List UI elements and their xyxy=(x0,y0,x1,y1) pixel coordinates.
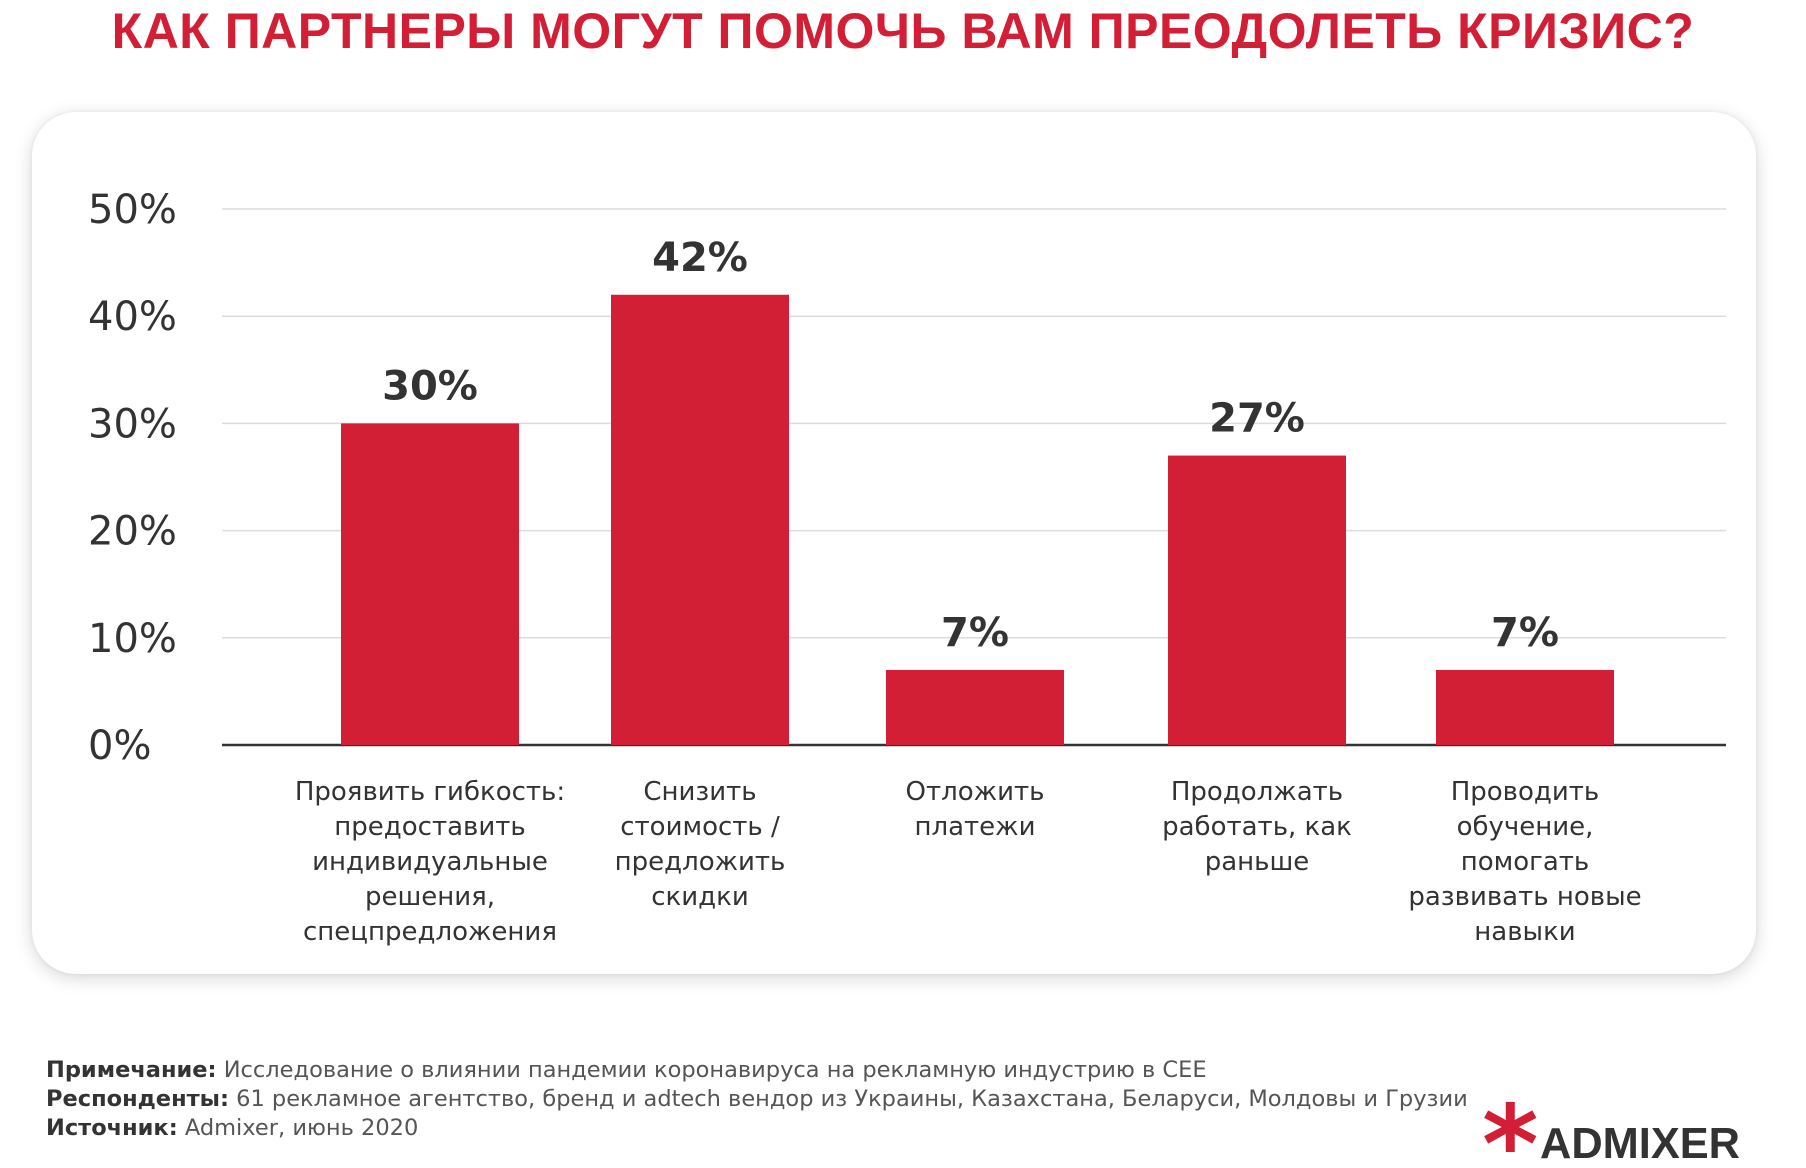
source-label: Источник: xyxy=(46,1115,178,1141)
x-category-line: развивать новые xyxy=(1408,882,1641,912)
logo-asterisk-icon: * xyxy=(1482,1096,1538,1168)
x-category-label: Проводить обучение, помогать развивать новы… xyxy=(1408,777,1641,947)
x-category-line: Продолжать xyxy=(1171,777,1343,807)
x-axis-categories: Проявить гибкость: предоставить индивидуал… xyxy=(295,777,1642,947)
bar xyxy=(1436,669,1614,745)
x-category-line: стоимость / xyxy=(620,812,780,842)
respondents-line: Респонденты: 61 рекламное агентство, бре… xyxy=(46,1085,1468,1114)
x-category-line: индивидуальные xyxy=(312,847,548,877)
x-category-line: предложить xyxy=(615,847,786,877)
note-line: Примечание: Исследование о влиянии панде… xyxy=(46,1056,1468,1085)
chart-title: КАК ПАРТНЕРЫ МОГУТ ПОМОЧЬ ВАМ ПРЕОДОЛЕТЬ… xyxy=(111,3,1695,59)
x-category-line: Проводить xyxy=(1451,777,1600,807)
source-text: Admixer, июнь 2020 xyxy=(177,1115,419,1141)
y-tick-label: 40% xyxy=(88,294,177,340)
bars xyxy=(341,294,1614,745)
data-label: 7% xyxy=(1491,610,1559,656)
note-label: Примечание: xyxy=(46,1057,217,1083)
admixer-logo: * ADMIXER xyxy=(1482,1096,1740,1168)
bar xyxy=(611,294,789,745)
bar xyxy=(886,669,1064,745)
y-tick-label: 20% xyxy=(88,509,177,555)
y-tick-label: 50% xyxy=(88,187,177,233)
x-category-label: Отложить платежи xyxy=(906,777,1045,842)
x-category-line: обучение, xyxy=(1457,812,1594,842)
respondents-label: Респонденты: xyxy=(46,1086,229,1112)
x-category-label: Снизить стоимость / предложить скидки xyxy=(615,777,786,912)
x-category-line: раньше xyxy=(1205,847,1310,877)
x-category-line: предоставить xyxy=(334,812,525,842)
respondents-text: 61 рекламное агентство, бренд и adtech в… xyxy=(229,1086,1468,1112)
y-tick-label: 0% xyxy=(88,723,151,769)
x-category-line: работать, как xyxy=(1162,812,1352,842)
note-text: Исследование о влиянии пандемии коронави… xyxy=(216,1057,1207,1083)
y-axis-ticks: 0% 10% 20% 30% 40% 50% xyxy=(88,187,177,769)
data-label: 7% xyxy=(941,610,1009,656)
x-category-line: скидки xyxy=(651,882,748,912)
x-category-line: навыки xyxy=(1474,917,1575,947)
source-line: Источник: Admixer, июнь 2020 xyxy=(46,1114,1468,1143)
y-tick-label: 10% xyxy=(88,616,177,662)
x-category-label: Проявить гибкость: предоставить индивидуал… xyxy=(295,777,565,947)
bar xyxy=(341,423,519,745)
x-category-line: спецпредложения xyxy=(303,917,557,947)
x-category-line: Снизить xyxy=(643,777,756,807)
chart-card xyxy=(32,112,1756,974)
x-category-line: решения, xyxy=(365,882,495,912)
x-category-line: платежи xyxy=(914,812,1035,842)
x-category-line: Отложить xyxy=(906,777,1045,807)
data-label: 30% xyxy=(382,363,478,409)
bar xyxy=(1168,455,1346,745)
x-category-line: помогать xyxy=(1461,847,1590,877)
x-category-line: Проявить гибкость: xyxy=(295,777,565,807)
footnotes: Примечание: Исследование о влиянии панде… xyxy=(46,1056,1468,1143)
x-category-label: Продолжать работать, как раньше xyxy=(1162,777,1352,877)
data-label: 27% xyxy=(1209,396,1305,442)
logo-text: ADMIXER xyxy=(1540,1119,1740,1168)
y-tick-label: 30% xyxy=(88,401,177,447)
data-labels: 30% 42% 7% 27% 7% xyxy=(382,235,1559,656)
data-label: 42% xyxy=(652,235,748,281)
